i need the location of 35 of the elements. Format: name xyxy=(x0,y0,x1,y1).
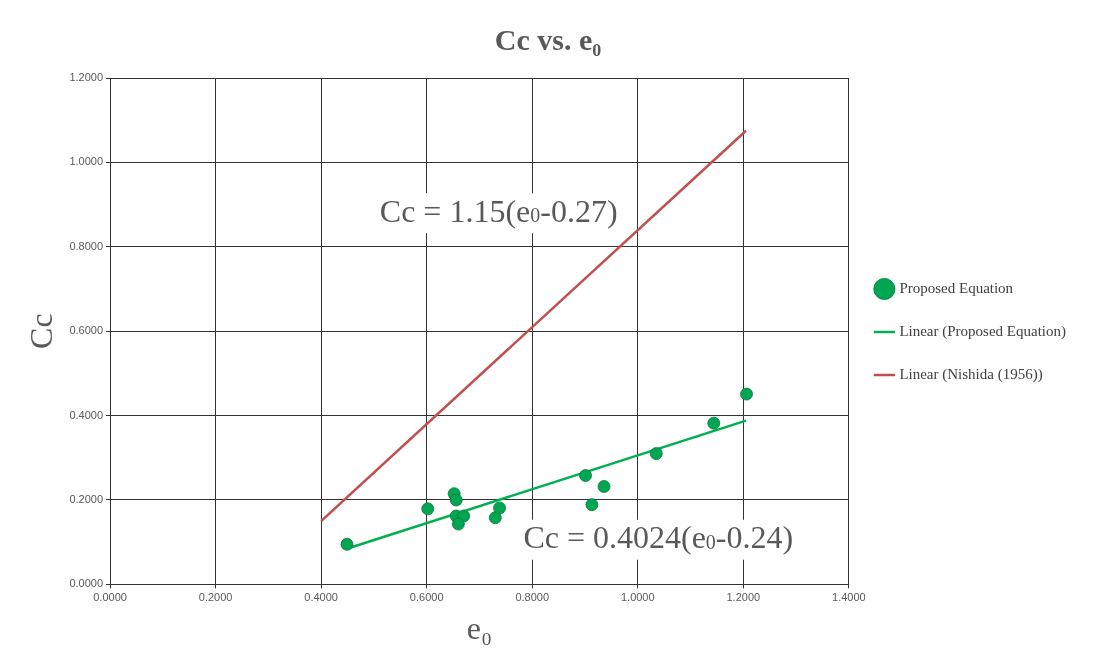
x-tick-label: 1.4000 xyxy=(832,591,866,604)
point xyxy=(579,469,592,482)
x-tick-label: 0.6000 xyxy=(409,591,444,604)
x-tick-label: 0.2000 xyxy=(198,591,233,604)
annotation: Cc = 1.15(e0-0.27) xyxy=(379,192,618,229)
point xyxy=(488,511,502,525)
point xyxy=(451,517,465,531)
y-tick-label: 0.4000 xyxy=(69,408,104,421)
y-tick-label: 1.2000 xyxy=(69,71,104,84)
x-tick-label: 0.4000 xyxy=(304,591,338,604)
y-tick-label: 0.6000 xyxy=(69,324,104,337)
point xyxy=(597,480,611,493)
legend-label: Linear (Proposed Equation) xyxy=(899,322,1067,340)
point xyxy=(340,537,354,551)
y-tick-label: 0.2000 xyxy=(69,493,104,506)
chart-title: Cc vs. e₀ xyxy=(494,22,602,56)
point xyxy=(649,447,663,460)
point xyxy=(740,387,753,401)
point xyxy=(493,501,506,515)
legend-label: Proposed Equation xyxy=(899,279,1014,296)
point xyxy=(449,493,463,507)
legend-label: Linear (Nishida (1956)) xyxy=(899,365,1043,383)
y-tick-label: 1.0000 xyxy=(69,155,104,168)
point xyxy=(421,502,435,516)
x-tick-label: 1.2000 xyxy=(726,591,761,604)
y-tick-label: 0.8000 xyxy=(69,239,104,252)
y-tick-label: 0.0000 xyxy=(69,577,104,590)
point xyxy=(707,416,721,430)
x-axis-title: e₀ xyxy=(466,610,493,647)
x-tick-label: 0.0000 xyxy=(93,591,127,604)
x-tick-label: 0.8000 xyxy=(515,591,550,604)
y-axis-title: Cc xyxy=(22,313,59,349)
annotation: Cc = 0.4024(e0-0.24) xyxy=(523,519,794,556)
point xyxy=(585,498,599,512)
x-tick-label: 1.0000 xyxy=(620,591,655,604)
